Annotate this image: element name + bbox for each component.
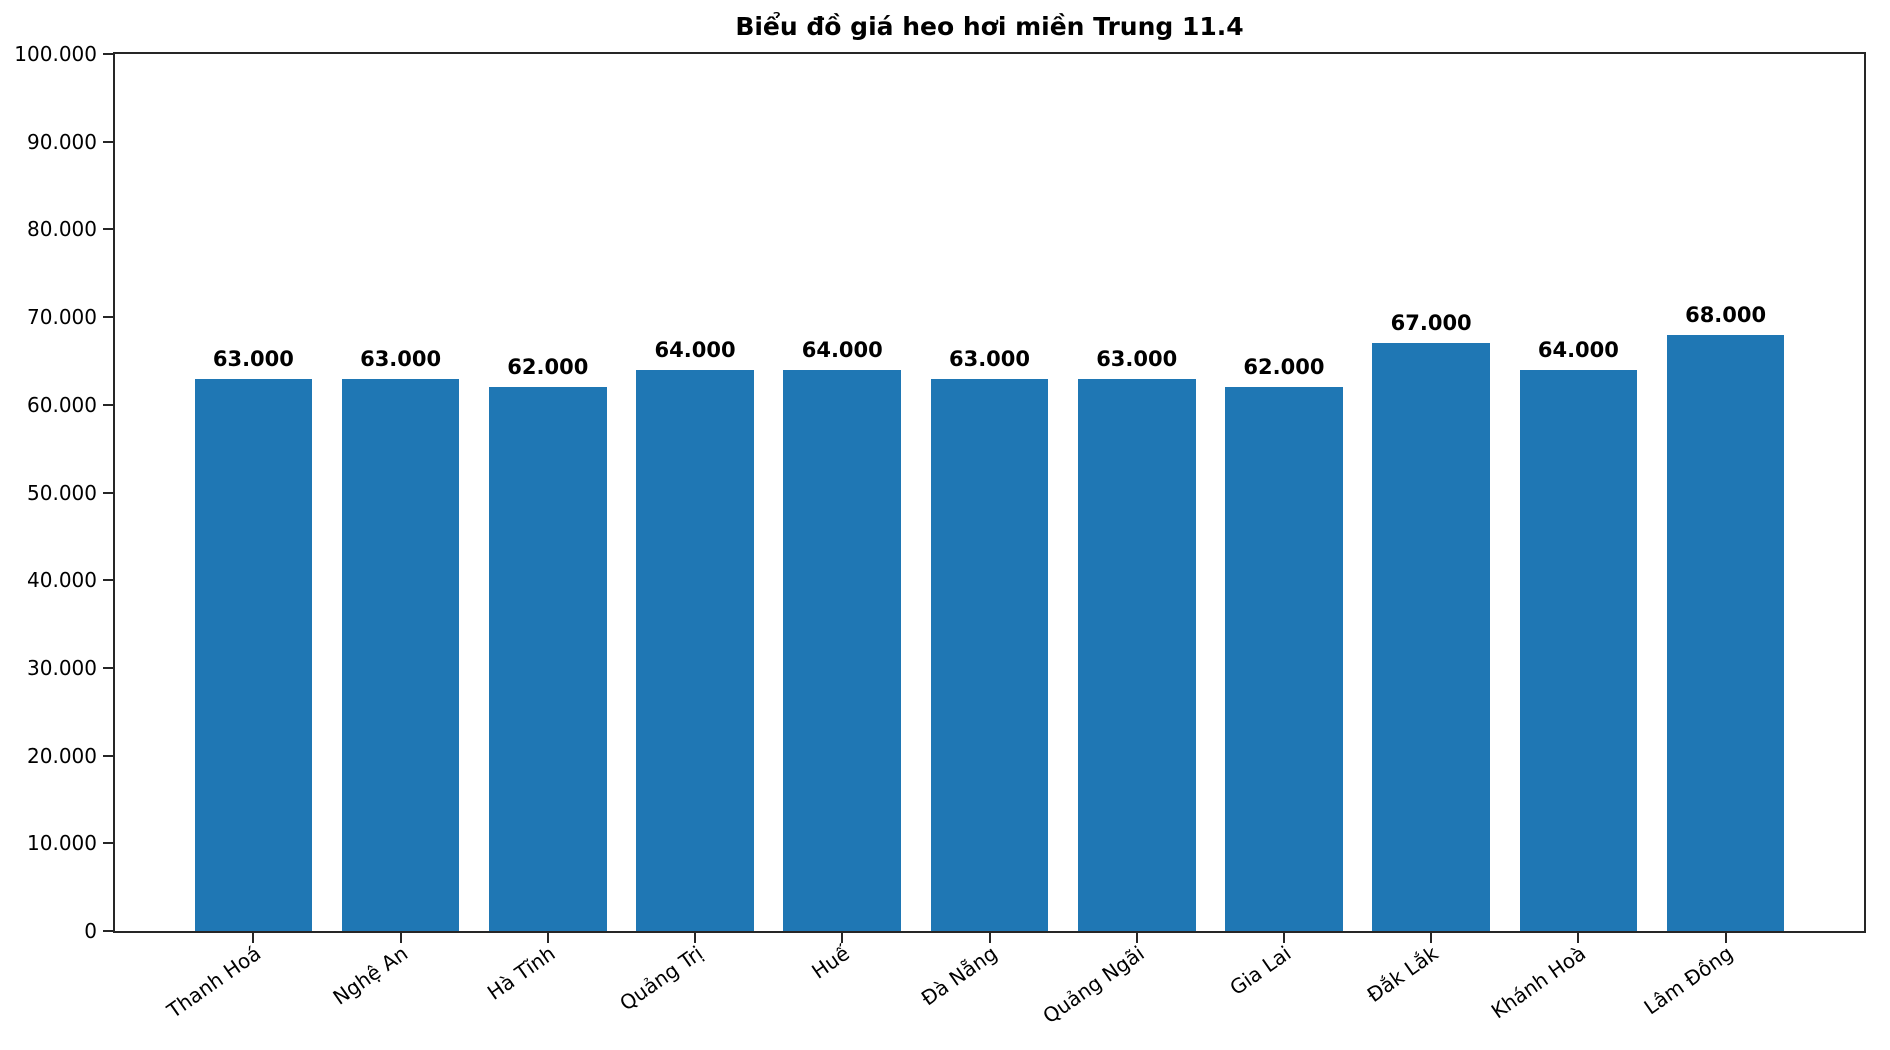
- x-tick-mark: [546, 933, 549, 943]
- y-tick-label: 70.000: [27, 305, 97, 330]
- bar-value-label: 63.000: [1096, 346, 1178, 371]
- bar: [783, 369, 902, 931]
- x-tick-mark: [1282, 933, 1285, 943]
- y-tick-label: 10.000: [27, 831, 97, 856]
- y-tick-label: 20.000: [27, 743, 97, 768]
- y-tick-label: 100.000: [14, 42, 97, 66]
- x-tick-mark: [1724, 933, 1727, 943]
- bar-value-label: 62.000: [1243, 355, 1325, 380]
- bar-value-label: 63.000: [948, 346, 1031, 371]
- bar: [1372, 343, 1491, 931]
- x-tick-mark: [988, 933, 991, 943]
- y-tick-mark: [103, 666, 113, 669]
- chart-title: Biểu đồ giá heo hơi miền Trung 11.4: [735, 12, 1244, 41]
- plot-area: 0 10.000 20.000 30.000 40.000 50.000 60.000 70.…: [14, 42, 1866, 1028]
- y-tick-label: 30.000: [27, 655, 97, 680]
- bar: [1077, 378, 1196, 931]
- y-tick-mark: [103, 228, 113, 231]
- y-tick-mark: [103, 754, 113, 757]
- y-tick-mark: [103, 53, 113, 55]
- bar: [488, 387, 607, 931]
- y-tick-label: 90.000: [27, 129, 97, 154]
- x-tick-label: Hà Tĩnh: [482, 941, 560, 1005]
- y-tick-mark: [103, 403, 113, 406]
- bar: [636, 369, 754, 931]
- bar-value-label: 68.000: [1685, 302, 1767, 327]
- bar: [341, 378, 460, 931]
- bar-value-label: 63.000: [212, 346, 294, 371]
- x-tick-mark: [841, 933, 844, 943]
- x-tick-label: Quảng Ngãi: [1038, 941, 1149, 1029]
- x-tick-label: Thanh Hoá: [162, 941, 266, 1023]
- x-tick-label: Đà Nẵng: [916, 941, 1002, 1011]
- x-tick-mark: [1577, 933, 1580, 943]
- bar-value-label: 64.000: [801, 337, 883, 362]
- x-tick-label: Quảng Trị: [614, 941, 707, 1016]
- x-tick-mark: [694, 933, 697, 943]
- y-tick-label: 60.000: [27, 392, 97, 417]
- bar-value-label: 62.000: [507, 355, 589, 380]
- x-tick-mark: [1135, 933, 1138, 943]
- x-tick-label: Nghệ An: [328, 941, 413, 1010]
- bar-value-label: 64.000: [1537, 337, 1619, 362]
- y-tick-mark: [103, 140, 113, 143]
- bar-value-label: 64.000: [654, 337, 736, 362]
- x-tick-mark: [1430, 933, 1433, 943]
- y-tick-mark: [103, 842, 113, 845]
- bar: [930, 378, 1049, 931]
- y-tick-label: 80.000: [27, 217, 97, 242]
- y-tick-mark: [103, 579, 113, 582]
- x-tick-label: Khánh Hoà: [1486, 941, 1591, 1024]
- bar-value-label: 67.000: [1390, 311, 1472, 336]
- x-tick-mark: [252, 933, 255, 943]
- bar-value-label: 63.000: [360, 346, 442, 371]
- x-tick-label: Gia Lai: [1225, 941, 1296, 1001]
- x-tick-label: Đắk Lắk: [1363, 941, 1443, 1007]
- y-tick-label: 0: [84, 919, 97, 943]
- bar: [1666, 334, 1785, 931]
- x-tick-mark: [399, 933, 402, 943]
- y-tick-mark: [103, 930, 113, 932]
- y-tick-label: 50.000: [27, 480, 97, 505]
- x-tick-label: Lâm Đồng: [1639, 941, 1738, 1020]
- bar: [1225, 387, 1343, 931]
- x-tick-label: Huế: [807, 941, 855, 984]
- y-tick-mark: [103, 491, 113, 494]
- y-tick-mark: [103, 316, 113, 319]
- y-tick-label: 40.000: [27, 568, 97, 593]
- bar: [194, 378, 313, 931]
- bar: [1519, 369, 1638, 931]
